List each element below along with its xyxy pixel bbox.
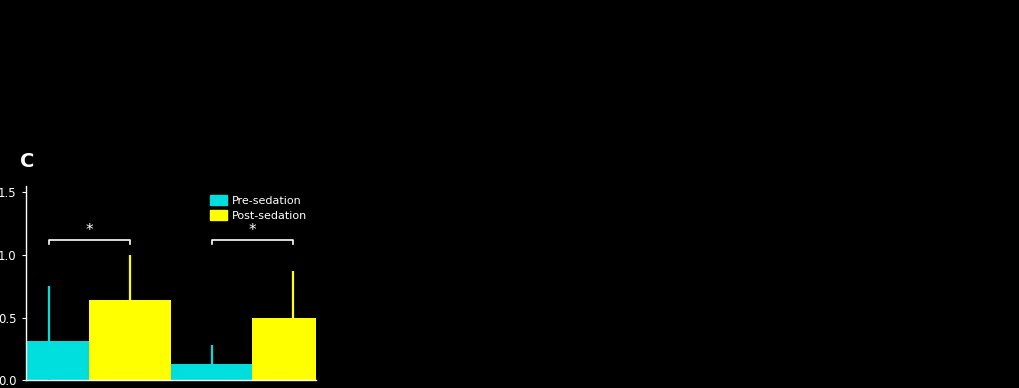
Text: *: *: [86, 223, 93, 237]
Text: *: *: [249, 223, 256, 237]
Bar: [90, 300, 171, 380]
Bar: [252, 318, 333, 380]
Bar: [171, 364, 252, 380]
Legend: Pre-sedation, Post-sedation: Pre-sedation, Post-sedation: [206, 192, 311, 225]
Text: C: C: [20, 152, 35, 171]
Bar: [8, 341, 90, 380]
